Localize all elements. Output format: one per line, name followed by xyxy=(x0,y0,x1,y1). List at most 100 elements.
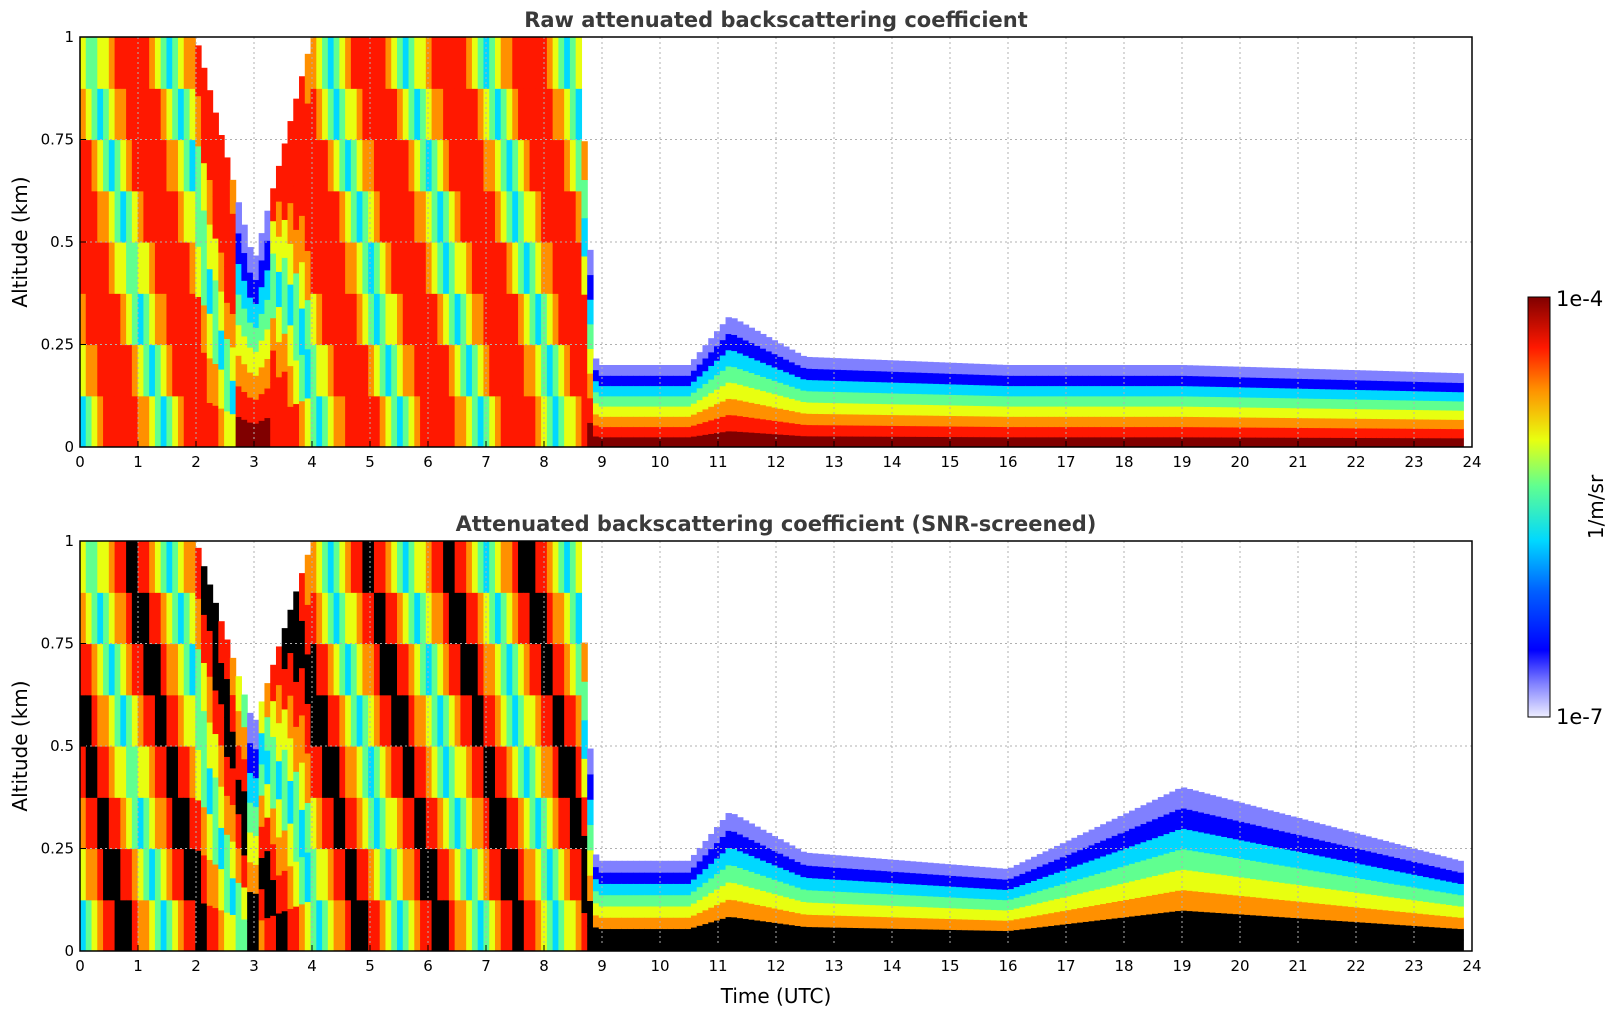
heatmap-cell xyxy=(270,382,277,416)
heatmap-cell xyxy=(229,657,237,696)
heatmap-cell xyxy=(1405,437,1413,447)
heatmap-cell xyxy=(1422,926,1430,940)
heatmap-cell xyxy=(1422,428,1430,439)
heatmap-cell xyxy=(696,847,704,862)
heatmap-cell xyxy=(679,406,686,417)
heatmap-cell xyxy=(546,694,554,747)
heatmap-cell xyxy=(1440,856,1447,869)
heatmap-cell xyxy=(662,436,669,447)
heatmap-cell xyxy=(1036,436,1044,447)
heatmap-cell xyxy=(835,927,842,940)
heatmap-cell xyxy=(1059,870,1067,885)
heatmap-cell xyxy=(1117,832,1124,851)
heatmap-cell xyxy=(616,406,623,417)
heatmap-cell xyxy=(650,365,657,376)
heatmap-cell xyxy=(114,746,121,798)
heatmap-cell xyxy=(737,368,744,385)
heatmap-cell xyxy=(264,210,271,241)
heatmap-cell xyxy=(1232,876,1240,896)
heatmap-cell xyxy=(1301,388,1309,399)
heatmap-cell xyxy=(760,418,767,434)
heatmap-cell xyxy=(760,829,767,846)
heatmap-cell xyxy=(177,541,185,593)
heatmap-cell xyxy=(108,293,116,346)
heatmap-cell xyxy=(137,541,144,593)
heatmap-cell xyxy=(1434,926,1441,940)
heatmap-cell xyxy=(1376,418,1384,429)
heatmap-cell xyxy=(944,394,951,406)
heatmap-cell xyxy=(1324,919,1332,936)
heatmap-cell xyxy=(368,242,375,294)
heatmap-cell xyxy=(921,928,928,941)
heatmap-cell xyxy=(1157,375,1165,387)
heatmap-cell xyxy=(304,604,312,655)
heatmap-cell xyxy=(275,836,283,876)
heatmap-cell xyxy=(154,139,162,192)
heatmap-cell xyxy=(840,369,848,382)
heatmap-cell xyxy=(1342,389,1349,400)
heatmap-cell xyxy=(777,434,784,447)
heatmap-cell xyxy=(1365,380,1372,391)
heatmap-cell xyxy=(177,190,185,243)
heatmap-cell xyxy=(137,797,144,850)
heatmap-cell xyxy=(1284,848,1291,867)
heatmap-cell xyxy=(1105,886,1113,904)
heatmap-cell xyxy=(967,426,974,438)
heatmap-cell xyxy=(558,694,565,747)
heatmap-cell xyxy=(639,416,646,428)
heatmap-cell xyxy=(754,388,761,405)
heatmap-cell xyxy=(909,894,917,907)
heatmap-cell xyxy=(1180,807,1188,829)
heatmap-cell xyxy=(1330,904,1338,921)
heatmap-cell xyxy=(1417,875,1424,889)
heatmap-cell xyxy=(702,345,709,359)
heatmap-cell xyxy=(1273,387,1280,399)
heatmap-cell xyxy=(800,926,807,940)
heatmap-cell xyxy=(1336,379,1343,390)
heatmap-cell xyxy=(731,334,738,352)
heatmap-cell xyxy=(858,370,865,382)
heatmap-cell xyxy=(1077,395,1084,407)
panel-raw: Raw attenuated backscattering coefficien… xyxy=(8,8,1482,471)
heatmap-cell xyxy=(812,413,819,426)
heatmap-cell xyxy=(1013,375,1021,387)
heatmap-cell xyxy=(120,395,127,447)
y-tick-label: 0 xyxy=(64,942,74,960)
heatmap-cell xyxy=(760,362,767,377)
heatmap-cell xyxy=(466,899,473,951)
heatmap-cell xyxy=(650,905,657,918)
heatmap-cell xyxy=(120,848,127,901)
heatmap-cell xyxy=(984,426,992,438)
heatmap-cell xyxy=(299,168,306,216)
heatmap-cell xyxy=(1059,385,1067,397)
heatmap-cell xyxy=(189,37,196,89)
heatmap-cell xyxy=(1342,905,1349,922)
heatmap-cell xyxy=(892,928,900,941)
heatmap-cell xyxy=(1226,396,1234,408)
heatmap-cell xyxy=(679,928,686,941)
heatmap-cell xyxy=(587,875,594,901)
heatmap-cell xyxy=(904,360,911,373)
heatmap-cell xyxy=(760,432,767,447)
heatmap-cell xyxy=(1036,426,1044,438)
heatmap-cell xyxy=(956,394,963,406)
heatmap-cell xyxy=(120,694,127,747)
heatmap-cell xyxy=(1255,807,1263,826)
heatmap-cell xyxy=(742,885,750,903)
heatmap-cell xyxy=(806,865,813,879)
heatmap-cell xyxy=(247,742,254,774)
heatmap-cell xyxy=(350,643,358,696)
heatmap-cell xyxy=(886,381,894,394)
heatmap-cell xyxy=(1411,371,1418,382)
heatmap-cell xyxy=(356,344,364,397)
heatmap-cell xyxy=(494,344,502,397)
heatmap-cell xyxy=(875,392,882,404)
heatmap-cell xyxy=(1054,937,1061,951)
heatmap-cell xyxy=(224,374,231,412)
heatmap-cell xyxy=(1267,427,1274,438)
heatmap-cell xyxy=(229,413,237,447)
heatmap-cell xyxy=(1169,395,1176,407)
heatmap-cell xyxy=(391,395,398,447)
heatmap-cell xyxy=(1267,915,1274,935)
